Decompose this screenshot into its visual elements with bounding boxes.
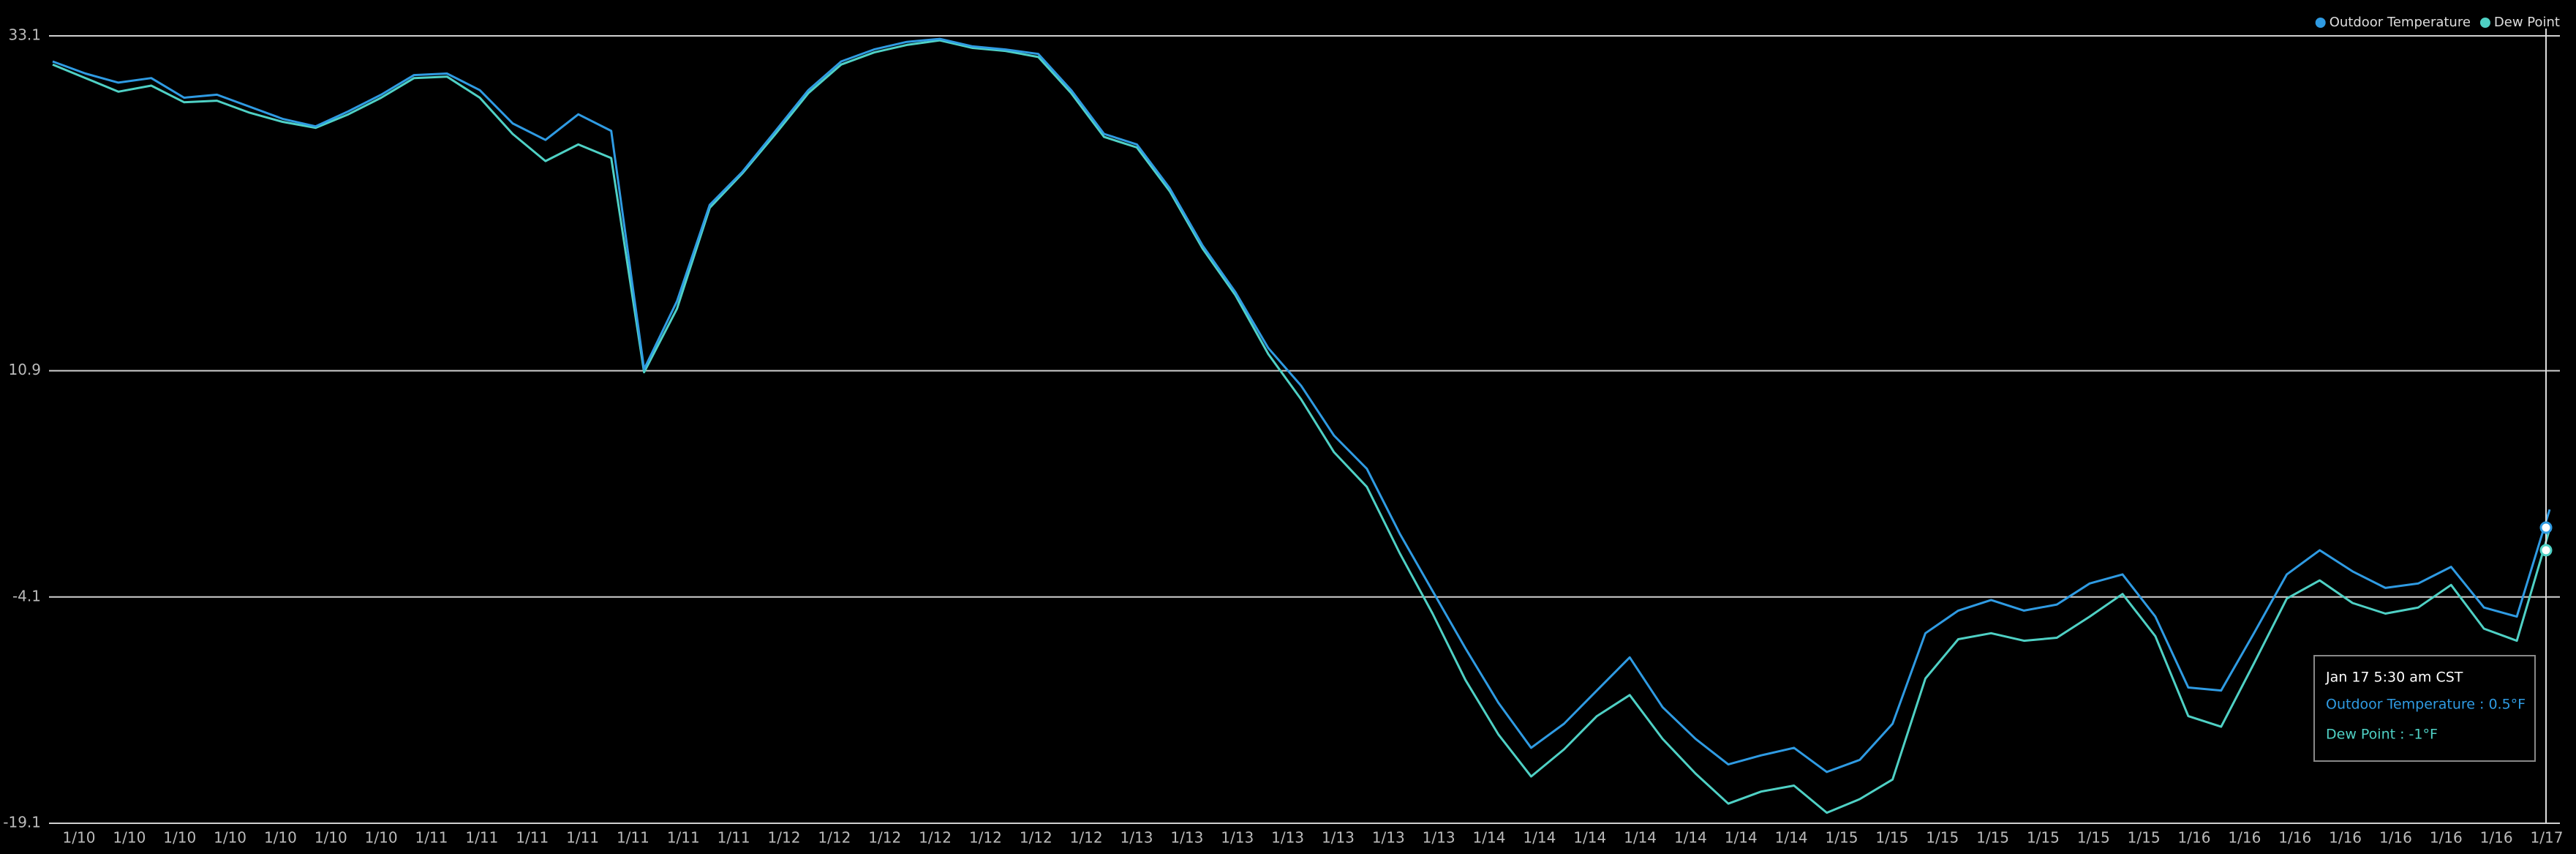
legend-swatch: [2315, 18, 2326, 28]
x-tick-label: 1/13: [1170, 829, 1203, 847]
tooltip-value: Dew Point : -1°F: [2326, 727, 2438, 743]
x-tick-label: 1/16: [2379, 829, 2412, 847]
x-tick-label: 1/10: [264, 829, 297, 847]
x-tick-label: 1/11: [516, 829, 549, 847]
y-tick-label: -4.1: [12, 587, 41, 604]
x-tick-label: 1/16: [2480, 829, 2513, 847]
x-tick-label: 1/15: [1826, 829, 1858, 847]
x-tick-label: 1/15: [2077, 829, 2110, 847]
x-tick-label: 1/15: [1976, 829, 2009, 847]
tooltip-value: Outdoor Temperature : 0.5°F: [2326, 697, 2526, 713]
x-tick-label: 1/14: [1624, 829, 1657, 847]
x-tick-label: 1/14: [1473, 829, 1506, 847]
y-tick-label: -19.1: [3, 814, 41, 831]
y-tick-label: 10.9: [8, 361, 41, 378]
x-tick-label: 1/14: [1674, 829, 1707, 847]
x-tick-label: 1/11: [465, 829, 498, 847]
x-tick-label: 1/10: [315, 829, 347, 847]
hover-marker: [2539, 521, 2553, 534]
series-line: [52, 37, 2551, 774]
x-tick-label: 1/10: [365, 829, 398, 847]
x-tick-label: 1/14: [1573, 829, 1606, 847]
x-tick-label: 1/13: [1322, 829, 1355, 847]
x-tick-label: 1/11: [718, 829, 750, 847]
x-tick-label: 1/11: [617, 829, 649, 847]
x-tick-label: 1/16: [2430, 829, 2463, 847]
tooltip-title: Jan 17 5:30 am CST: [2325, 670, 2463, 686]
x-tick-label: 1/17: [2531, 829, 2564, 847]
x-tick-label: 1/15: [2128, 829, 2161, 847]
x-tick-label: 1/13: [1372, 829, 1405, 847]
x-tick-label: 1/12: [768, 829, 801, 847]
legend-label: Outdoor Temperature: [2330, 15, 2471, 30]
x-tick-label: 1/12: [868, 829, 901, 847]
x-tick-label: 1/13: [1423, 829, 1455, 847]
x-tick-label: 1/11: [566, 829, 599, 847]
x-tick-label: 1/16: [2329, 829, 2362, 847]
series-line: [52, 39, 2551, 814]
x-tick-label: 1/12: [1070, 829, 1103, 847]
legend-label: Dew Point: [2494, 15, 2560, 30]
x-tick-label: 1/13: [1271, 829, 1304, 847]
x-tick-label: 1/10: [163, 829, 196, 847]
x-tick-label: 1/16: [2178, 829, 2211, 847]
x-tick-label: 1/16: [2228, 829, 2261, 847]
x-tick-label: 1/12: [919, 829, 952, 847]
x-tick-label: 1/16: [2278, 829, 2311, 847]
x-tick-label: 1/11: [415, 829, 448, 847]
tooltip-box: [2313, 655, 2536, 762]
x-tick-label: 1/12: [818, 829, 851, 847]
x-tick-label: 1/12: [969, 829, 1002, 847]
x-tick-label: 1/14: [1523, 829, 1556, 847]
x-tick-label: 1/15: [1926, 829, 1959, 847]
x-tick-label: 1/15: [1875, 829, 1908, 847]
x-tick-label: 1/15: [2027, 829, 2060, 847]
hover-marker: [2539, 544, 2553, 557]
x-tick-label: 1/10: [113, 829, 146, 847]
x-tick-label: 1/11: [667, 829, 700, 847]
legend-swatch: [2479, 18, 2490, 28]
x-tick-label: 1/12: [1020, 829, 1052, 847]
x-tick-label: 1/10: [214, 829, 246, 847]
x-tick-label: 1/14: [1775, 829, 1808, 847]
x-tick-label: 1/10: [63, 829, 96, 847]
x-tick-label: 1/13: [1221, 829, 1254, 847]
x-tick-label: 1/14: [1725, 829, 1758, 847]
y-tick-label: 33.1: [8, 26, 41, 44]
x-tick-label: 1/13: [1121, 829, 1153, 847]
